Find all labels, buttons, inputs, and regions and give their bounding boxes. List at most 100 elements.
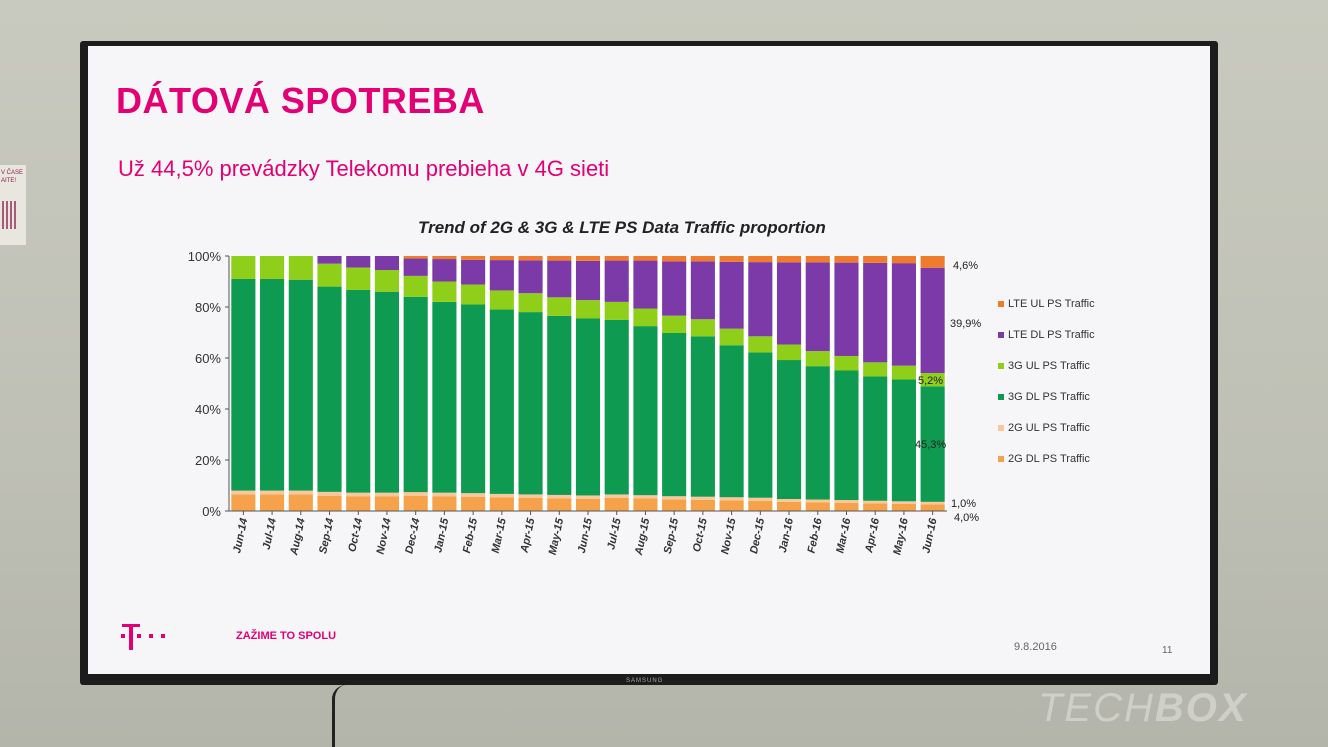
legend-swatch xyxy=(998,331,1004,338)
bar-segment xyxy=(461,256,486,260)
bar-segment xyxy=(461,304,486,494)
bar-segment xyxy=(575,300,601,319)
y-tick-label: 0% xyxy=(202,504,221,519)
x-tick-label: Nov-15 xyxy=(719,516,739,555)
x-tick-label: Sep-15 xyxy=(662,516,681,555)
legend-item: 3G DL PS Traffic xyxy=(998,381,1095,412)
bar-segment xyxy=(863,503,888,511)
bar-segment xyxy=(288,490,313,495)
bar-segment xyxy=(575,256,601,261)
bar-segment xyxy=(834,256,859,263)
x-tick-label: Jun-15 xyxy=(576,516,595,554)
bar-segment xyxy=(604,319,629,495)
bar-segment xyxy=(662,496,687,500)
bar-segment xyxy=(863,256,888,263)
bar-segment xyxy=(374,492,400,497)
bar-segment xyxy=(575,260,601,301)
bar-segment xyxy=(604,497,629,511)
bar-segment xyxy=(690,496,715,500)
data-label: 4,0% xyxy=(954,512,979,524)
bar-segment xyxy=(489,309,514,494)
bar-segment xyxy=(374,256,400,271)
bar-segment xyxy=(547,256,572,261)
x-tick-label: May-16 xyxy=(891,516,911,556)
bar-segment xyxy=(547,315,572,495)
x-tick-label: Oct-14 xyxy=(346,517,365,553)
bar-segment xyxy=(461,259,486,285)
x-tick-label: Feb-15 xyxy=(461,516,480,554)
bar-segment xyxy=(662,333,687,497)
bar-segment xyxy=(317,263,342,287)
x-tick-label: Jan-16 xyxy=(777,516,796,553)
bar-segment xyxy=(260,256,285,279)
bar-segment xyxy=(547,297,572,316)
legend-label: LTE UL PS Traffic xyxy=(1008,297,1095,310)
bar-segment xyxy=(776,262,802,345)
x-tick-label: Apr-16 xyxy=(863,516,882,554)
wall-poster: V ČASE AITE! xyxy=(0,165,26,245)
bar-segment xyxy=(690,336,715,497)
bar-segment xyxy=(920,267,945,374)
bar-segment xyxy=(547,494,572,499)
telekom-logo-icon xyxy=(121,624,165,650)
legend-item: LTE UL PS Traffic xyxy=(998,288,1095,319)
bar-segment xyxy=(719,256,744,262)
watermark-part1: TECH xyxy=(1038,686,1155,730)
bar-segment xyxy=(748,500,773,511)
bar-segment xyxy=(575,498,601,511)
legend-item: 2G DL PS Traffic xyxy=(998,443,1095,474)
bar-segment xyxy=(317,491,342,496)
bar-segment xyxy=(432,259,457,282)
bar-segment xyxy=(489,493,514,498)
bar-segment xyxy=(547,260,572,298)
bar-segment xyxy=(719,328,744,346)
legend-swatch xyxy=(998,362,1004,369)
bar-segment xyxy=(805,502,830,511)
bar-segment xyxy=(346,289,371,493)
y-tick-label: 80% xyxy=(195,300,221,315)
bar-segment xyxy=(891,379,916,502)
bars-group xyxy=(231,256,945,511)
bar-segment xyxy=(374,291,400,493)
bar-segment xyxy=(776,501,802,511)
x-tick-label: Apr-15 xyxy=(518,516,537,554)
tv-brand-label: SAMSUNG xyxy=(626,678,664,684)
bar-segment xyxy=(891,256,916,264)
x-tick-label: Aug-14 xyxy=(288,517,308,557)
bar-segment xyxy=(604,494,629,498)
bar-segment xyxy=(748,336,773,353)
bar-segment xyxy=(489,497,514,511)
data-label: 45,3% xyxy=(915,439,946,451)
bar-segment xyxy=(805,366,830,500)
bar-segment xyxy=(432,492,457,497)
bar-segment xyxy=(863,362,888,377)
bar-segment xyxy=(690,256,715,262)
slide-date: 9.8.2016 xyxy=(1014,641,1057,653)
legend-swatch xyxy=(998,424,1004,431)
x-tick-label: Jun-14 xyxy=(231,517,250,554)
bar-segment xyxy=(834,355,859,371)
bar-segment xyxy=(834,370,859,501)
bar-segment xyxy=(288,256,313,280)
x-tick-label: Feb-16 xyxy=(806,516,825,554)
slide-title: DÁTOVÁ SPOTREBA xyxy=(116,80,485,121)
bar-segment xyxy=(403,296,428,493)
bar-segment xyxy=(374,270,400,292)
bar-segment xyxy=(260,278,285,491)
bar-segment xyxy=(260,490,285,495)
bar-segment xyxy=(891,365,916,380)
bar-segment xyxy=(805,499,830,503)
x-tick-label: Dec-14 xyxy=(403,517,422,555)
bar-segment xyxy=(231,490,256,495)
bar-segment xyxy=(891,263,916,366)
x-tick-label: Mar-15 xyxy=(490,516,509,554)
bar-segment xyxy=(748,262,773,337)
bar-segment xyxy=(374,496,400,511)
bar-segment xyxy=(346,267,371,290)
bar-segment xyxy=(432,301,457,493)
qr-code-icon xyxy=(2,201,16,229)
chart-legend: LTE UL PS Traffic LTE DL PS Traffic 3G UL … xyxy=(998,288,1095,474)
bar-segment xyxy=(834,502,859,511)
bar-segment xyxy=(776,256,802,263)
